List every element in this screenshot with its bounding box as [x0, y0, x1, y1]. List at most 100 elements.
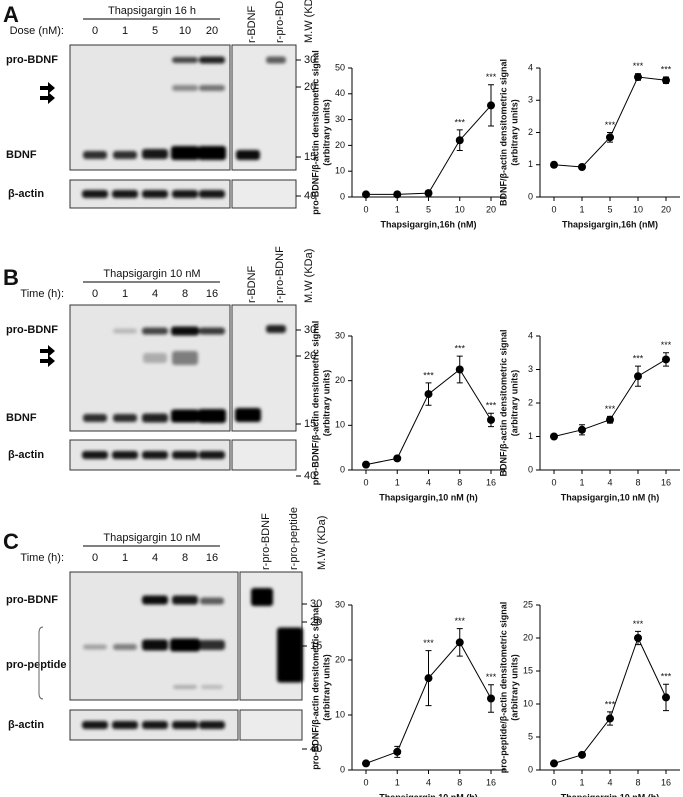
panel-letter: A — [3, 2, 19, 27]
significance: *** — [454, 117, 465, 127]
band — [172, 351, 198, 365]
x-tick-label: 1 — [395, 477, 400, 487]
band — [142, 327, 168, 335]
band — [170, 638, 200, 652]
y-tick-label: 3 — [528, 364, 533, 374]
bands — [82, 588, 303, 729]
x-tick-label: 0 — [363, 777, 368, 787]
band — [198, 409, 226, 423]
loading-label: β-actin — [8, 719, 44, 731]
data-point — [455, 638, 464, 647]
y-tick-label: 5 — [528, 731, 533, 741]
data-point — [578, 425, 586, 434]
mw-marker: 30 — [304, 54, 316, 66]
band — [83, 644, 107, 650]
band — [199, 721, 225, 729]
arrow — [40, 355, 55, 367]
mw-marker: 20 — [304, 81, 316, 93]
x-tick-label: 5 — [426, 204, 431, 214]
data-point — [487, 694, 495, 703]
actin-blot-standards — [239, 709, 303, 741]
band — [199, 56, 225, 64]
loading-label: β-actin — [8, 449, 44, 461]
band — [266, 56, 286, 64]
x-axis-label: Thapsigargin,10 nM (h) — [379, 492, 478, 502]
lane-label: 16 — [206, 552, 218, 564]
significance: *** — [633, 354, 644, 364]
lane-label: 0 — [92, 552, 98, 564]
mw-header: M.W (KDa) — [303, 0, 315, 43]
y-tick-label: 0 — [340, 464, 345, 474]
band — [113, 644, 137, 650]
y-tick-label: 20 — [335, 654, 345, 664]
x-tick-label: 20 — [486, 204, 496, 214]
lane-label: 1 — [122, 552, 128, 564]
panel-letter: C — [3, 529, 19, 554]
data-point — [662, 693, 670, 702]
band-label: pro-peptide — [6, 659, 67, 671]
y-tick-label: 2 — [528, 397, 533, 407]
y-axis-label: pro-BDNF/β-actin densitometric signal — [310, 605, 320, 770]
bands — [82, 56, 286, 198]
significance: *** — [633, 61, 644, 71]
x-tick-label: 4 — [426, 777, 431, 787]
band — [142, 595, 168, 605]
band — [142, 451, 168, 459]
y-tick-label: 0 — [528, 191, 533, 201]
x-tick-label: 4 — [426, 477, 431, 487]
y-tick-label: 4 — [528, 330, 533, 340]
data-point — [550, 432, 558, 441]
significance: *** — [486, 401, 497, 411]
standard-label: r-BDNF — [246, 265, 258, 303]
data-point — [362, 460, 370, 469]
band — [200, 597, 224, 605]
standard-label: r-BDNF — [246, 5, 258, 43]
y-axis-label: (arbitrary units) — [321, 99, 331, 166]
x-tick-label: 0 — [551, 477, 556, 487]
band — [199, 190, 225, 198]
significance: *** — [661, 672, 672, 682]
lane-header: Time (h): — [20, 552, 64, 564]
significance: *** — [661, 64, 672, 74]
mw-header: M.W (KDa) — [316, 516, 328, 570]
x-tick-label: 16 — [661, 777, 671, 787]
mw-marker: 40 — [310, 743, 322, 755]
x-tick-label: 5 — [607, 204, 612, 214]
band — [171, 409, 199, 423]
data-point — [487, 101, 495, 110]
band — [172, 190, 198, 198]
series-line — [366, 105, 492, 195]
data-point — [455, 136, 464, 145]
x-tick-label: 1 — [579, 777, 584, 787]
y-axis-label: pro-BDNF/β-actin densitometric signal — [310, 50, 320, 215]
x-tick-label: 0 — [363, 204, 368, 214]
x-tick-label: 10 — [455, 204, 465, 214]
y-axis-label: pro-BDNF/β-actin densitometric signal — [310, 321, 320, 486]
band — [142, 413, 168, 423]
mw-marker: 20 — [310, 616, 322, 628]
y-tick-label: 0 — [340, 764, 345, 774]
mw-header: M.W (KDa) — [303, 249, 315, 303]
band — [112, 721, 138, 729]
lane-label: 5 — [152, 25, 158, 37]
y-tick-label: 10 — [335, 420, 345, 430]
x-tick-label: 1 — [579, 477, 584, 487]
y-axis-label: (arbitrary units) — [509, 99, 519, 166]
data-point — [362, 190, 370, 199]
y-tick-label: 0 — [340, 191, 345, 201]
band — [82, 721, 108, 729]
significance: *** — [454, 343, 465, 353]
band — [113, 414, 137, 422]
data-point — [662, 355, 670, 364]
y-tick-label: 0 — [528, 764, 533, 774]
y-tick-label: 2 — [528, 127, 533, 137]
significance: *** — [605, 404, 616, 414]
y-tick-label: 30 — [335, 330, 345, 340]
x-tick-label: 1 — [579, 204, 584, 214]
y-tick-label: 20 — [335, 375, 345, 385]
treatment-label: Thapsigargin 16 h — [108, 5, 196, 17]
significance: *** — [661, 340, 672, 350]
arrow — [40, 92, 55, 104]
significance: *** — [423, 370, 434, 380]
